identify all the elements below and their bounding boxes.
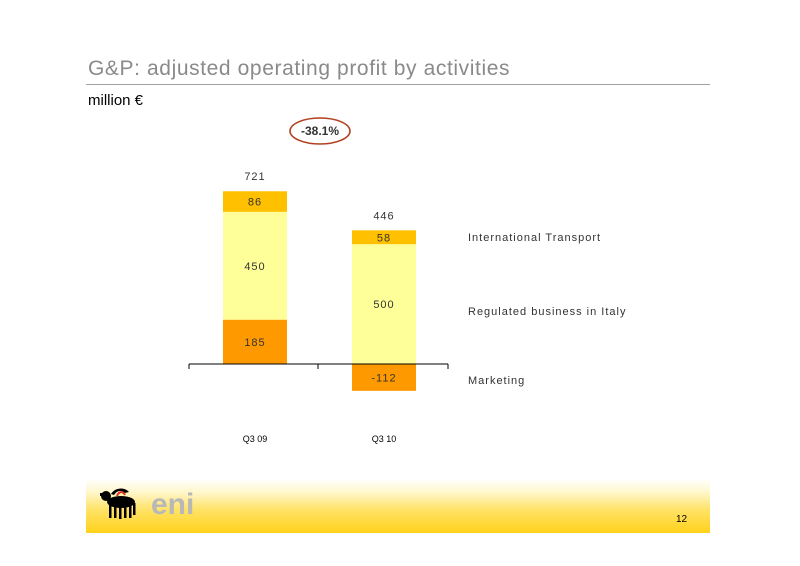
legend-international-transport: International Transport [468, 232, 601, 244]
data-label: 450 [244, 261, 265, 273]
bar-segment-international-transport [352, 230, 416, 245]
bar-segment-regulated-business [352, 244, 416, 364]
total-label: 721 [244, 171, 265, 183]
bar-segment-regulated-business [223, 211, 287, 320]
data-label: 500 [373, 299, 394, 311]
eni-logo-text: eni [151, 488, 194, 521]
bar-segment-marketing [352, 364, 416, 391]
bar-segment-international-transport [223, 191, 287, 212]
bar-segment-marketing [223, 319, 287, 364]
data-label: -112 [371, 372, 396, 384]
legend-marketing: Marketing [468, 375, 525, 387]
footer-band [86, 479, 710, 533]
page-title: G&P: adjusted operating profit by activi… [88, 57, 511, 80]
data-label: 86 [248, 197, 262, 209]
x-tick-label: Q3 10 [372, 434, 397, 444]
page-number: 12 [676, 514, 688, 525]
x-tick-label: Q3 09 [243, 434, 268, 444]
eni-logo: eni [100, 488, 194, 521]
change-ring [289, 117, 351, 145]
title-divider [86, 84, 710, 85]
data-label: 58 [377, 232, 391, 244]
legend-regulated-business: Regulated business in Italy [468, 306, 626, 318]
change-label: -38.1% [301, 124, 339, 138]
total-label: 446 [373, 210, 394, 222]
data-label: 185 [244, 337, 265, 349]
unit-label: million € [88, 92, 144, 109]
